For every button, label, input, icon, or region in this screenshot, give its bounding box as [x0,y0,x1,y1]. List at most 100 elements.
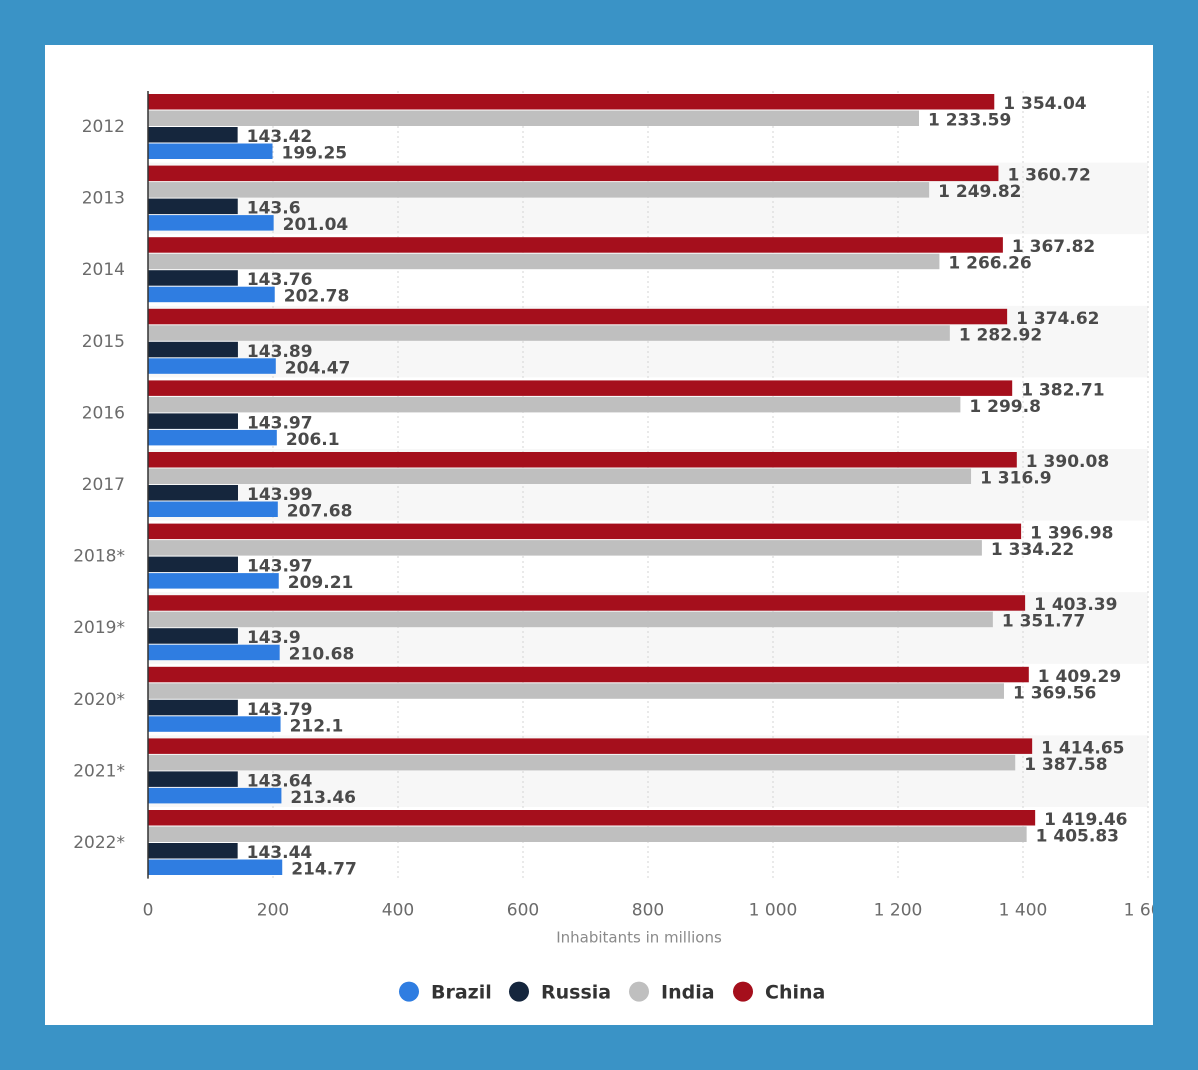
bar-brazil[interactable] [148,787,282,804]
category-label: 2015 [82,332,125,352]
category-label: 2018* [73,547,125,567]
bar-china[interactable] [148,165,999,182]
value-label-brazil: 207.68 [287,502,353,522]
bar-russia[interactable] [148,198,238,215]
value-label-brazil: 204.47 [285,358,351,378]
value-label-brazil: 213.46 [290,788,356,808]
bar-brazil[interactable] [148,358,276,374]
legend-item-russia[interactable]: Russia [509,981,611,1004]
bar-russia[interactable] [148,628,238,644]
value-label-brazil: 214.77 [291,860,357,880]
bar-india[interactable] [148,683,1004,699]
value-label-india: 1 334.22 [991,540,1074,560]
bar-russia[interactable] [148,699,238,716]
bar-india[interactable] [148,110,919,127]
x-tick-label: 600 [507,901,539,921]
legend-item-india[interactable]: India [629,981,715,1004]
x-axis-title: Inhabitants in millions [556,929,722,947]
chart-card: 1 354.04 1 233.59 143.42 199.25 1 360.72 1 24… [45,45,1153,1025]
category-label: 2017 [82,475,125,495]
bar-brazil[interactable] [148,501,278,518]
value-label-brazil: 201.04 [283,215,349,235]
bar-brazil[interactable] [148,573,279,589]
value-label-china: 1 396.98 [1030,524,1113,544]
bar-china[interactable] [148,452,1017,468]
value-label-russia: 143.89 [247,342,313,362]
bar-india[interactable] [148,826,1027,843]
value-label-india: 1 369.56 [1013,683,1096,703]
value-label-russia: 143.44 [247,843,313,863]
bar-india[interactable] [148,540,982,556]
bar-india[interactable] [148,611,993,628]
x-axis-ticks: 0 200 400 600 800 1 000 1 200 1 400 1 600 [143,901,1153,921]
x-tick-label: 1 000 [749,901,798,921]
category-label: 2020* [73,690,125,710]
value-label-brazil: 209.21 [288,573,354,593]
bar-india[interactable] [148,325,950,341]
legend-item-brazil[interactable]: Brazil [399,981,492,1004]
value-label-russia: 143.97 [247,413,313,433]
bar-china[interactable] [148,738,1033,754]
legend-marker [399,981,419,1002]
category-label: 2016 [82,403,125,423]
value-label-india: 1 266.26 [948,254,1031,274]
value-label-india: 1 387.58 [1024,755,1107,775]
value-label-brazil: 199.25 [282,144,348,164]
value-label-india: 1 405.83 [1036,827,1119,847]
bar-china[interactable] [148,595,1026,611]
legend[interactable]: Brazil Russia India China [399,981,825,1004]
bar-russia[interactable] [148,556,238,573]
x-tick-label: 800 [632,901,664,921]
bar-russia[interactable] [148,843,238,859]
bar-china[interactable] [148,810,1036,826]
legend-marker [733,981,753,1002]
bar-china[interactable] [148,94,995,110]
value-label-russia: 143.79 [247,700,313,720]
bar-india[interactable] [148,253,940,270]
bar-india[interactable] [148,468,972,485]
value-label-china: 1 390.08 [1026,452,1109,472]
bar-brazil[interactable] [148,859,283,876]
x-tick-label: 0 [143,901,154,921]
value-label-india: 1 249.82 [938,182,1021,202]
bar-brazil[interactable] [148,143,273,160]
bar-brazil[interactable] [148,286,275,303]
legend-label: China [765,982,825,1004]
value-label-china: 1 409.29 [1038,667,1121,687]
x-tick-label: 400 [382,901,414,921]
bar-china[interactable] [148,666,1029,683]
bar-russia[interactable] [148,413,238,429]
legend-label: Brazil [431,982,492,1004]
value-label-india: 1 316.9 [980,469,1052,489]
bar-brazil[interactable] [148,215,274,231]
bar-india[interactable] [148,396,961,413]
value-label-russia: 143.64 [247,771,313,791]
bar-russia[interactable] [148,485,238,501]
bar-brazil[interactable] [148,716,281,732]
bar-russia[interactable] [148,127,238,143]
legend-label: Russia [541,982,611,1004]
legend-label: India [661,982,715,1004]
bar-china[interactable] [148,523,1022,540]
value-label-russia: 143.9 [247,628,301,648]
bar-china[interactable] [148,237,1003,253]
category-label: 2022* [73,833,125,853]
value-label-russia: 143.42 [247,127,313,147]
value-label-china: 1 403.39 [1034,595,1117,615]
category-label: 2013 [82,189,125,209]
legend-item-china[interactable]: China [733,981,825,1004]
bar-india[interactable] [148,182,930,198]
bar-brazil[interactable] [148,644,280,661]
bar-russia[interactable] [148,771,238,787]
value-label-china: 1 374.62 [1016,309,1099,329]
bar-russia[interactable] [148,270,238,286]
value-label-brazil: 212.1 [290,716,344,736]
bar-china[interactable] [148,380,1013,396]
value-label-brazil: 210.68 [289,645,355,665]
bar-russia[interactable] [148,341,238,358]
bar-china[interactable] [148,308,1008,325]
bar-india[interactable] [148,754,1016,771]
bar-brazil[interactable] [148,429,277,446]
